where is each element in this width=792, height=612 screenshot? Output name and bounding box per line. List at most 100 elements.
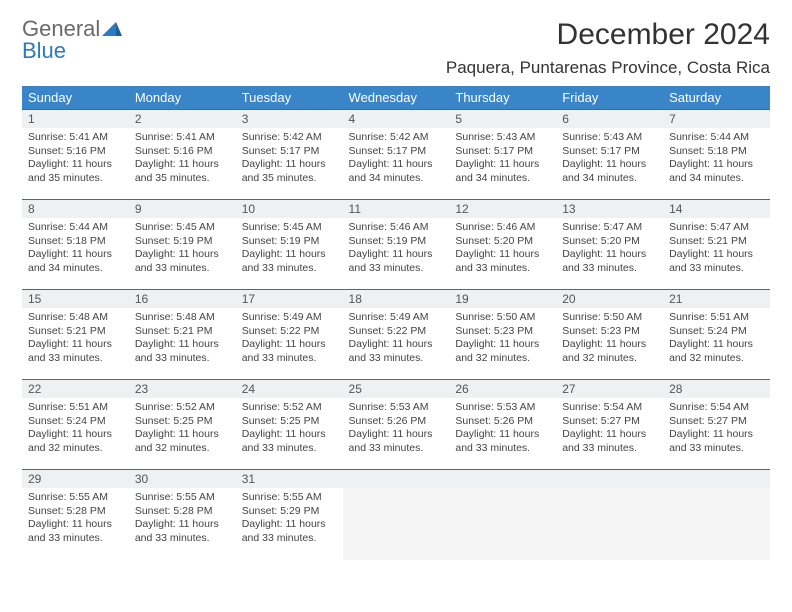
daylight-text: and 35 minutes. — [28, 172, 123, 186]
calendar-week-row: 8Sunrise: 5:44 AMSunset: 5:18 PMDaylight… — [22, 200, 770, 290]
day-number: 19 — [449, 290, 556, 308]
day-cell: 3Sunrise: 5:42 AMSunset: 5:17 PMDaylight… — [236, 110, 343, 200]
day-number: 31 — [236, 470, 343, 488]
daylight-text: Daylight: 11 hours — [135, 428, 230, 442]
day-cell: 17Sunrise: 5:49 AMSunset: 5:22 PMDayligh… — [236, 290, 343, 380]
weekday-header-row: Sunday Monday Tuesday Wednesday Thursday… — [22, 86, 770, 110]
day-cell: 19Sunrise: 5:50 AMSunset: 5:23 PMDayligh… — [449, 290, 556, 380]
daylight-text: Daylight: 11 hours — [349, 338, 444, 352]
daylight-text: and 33 minutes. — [135, 532, 230, 546]
sunrise-text: Sunrise: 5:45 AM — [242, 221, 337, 235]
day-details: Sunrise: 5:46 AMSunset: 5:19 PMDaylight:… — [343, 218, 450, 280]
sunset-text: Sunset: 5:23 PM — [455, 325, 550, 339]
day-number: 26 — [449, 380, 556, 398]
day-cell: 11Sunrise: 5:46 AMSunset: 5:19 PMDayligh… — [343, 200, 450, 290]
day-details: Sunrise: 5:50 AMSunset: 5:23 PMDaylight:… — [449, 308, 556, 370]
sunset-text: Sunset: 5:16 PM — [135, 145, 230, 159]
sunrise-text: Sunrise: 5:50 AM — [455, 311, 550, 325]
daylight-text: Daylight: 11 hours — [669, 428, 764, 442]
day-cell: 22Sunrise: 5:51 AMSunset: 5:24 PMDayligh… — [22, 380, 129, 470]
day-details: Sunrise: 5:45 AMSunset: 5:19 PMDaylight:… — [129, 218, 236, 280]
sunrise-text: Sunrise: 5:51 AM — [28, 401, 123, 415]
day-cell: 15Sunrise: 5:48 AMSunset: 5:21 PMDayligh… — [22, 290, 129, 380]
sunset-text: Sunset: 5:18 PM — [669, 145, 764, 159]
day-cell: 24Sunrise: 5:52 AMSunset: 5:25 PMDayligh… — [236, 380, 343, 470]
daylight-text: and 33 minutes. — [562, 442, 657, 456]
daylight-text: and 35 minutes. — [242, 172, 337, 186]
sunrise-text: Sunrise: 5:43 AM — [455, 131, 550, 145]
day-cell: 5Sunrise: 5:43 AMSunset: 5:17 PMDaylight… — [449, 110, 556, 200]
daylight-text: Daylight: 11 hours — [28, 428, 123, 442]
day-cell: 10Sunrise: 5:45 AMSunset: 5:19 PMDayligh… — [236, 200, 343, 290]
day-number: 18 — [343, 290, 450, 308]
day-number: 21 — [663, 290, 770, 308]
day-number-empty — [449, 470, 556, 488]
daylight-text: and 33 minutes. — [28, 532, 123, 546]
daylight-text: Daylight: 11 hours — [135, 248, 230, 262]
day-number: 3 — [236, 110, 343, 128]
daylight-text: Daylight: 11 hours — [455, 338, 550, 352]
day-details: Sunrise: 5:42 AMSunset: 5:17 PMDaylight:… — [236, 128, 343, 190]
daylight-text: and 33 minutes. — [349, 262, 444, 276]
day-details: Sunrise: 5:44 AMSunset: 5:18 PMDaylight:… — [22, 218, 129, 280]
sunrise-text: Sunrise: 5:48 AM — [135, 311, 230, 325]
sunset-text: Sunset: 5:18 PM — [28, 235, 123, 249]
sunset-text: Sunset: 5:17 PM — [242, 145, 337, 159]
daylight-text: and 35 minutes. — [135, 172, 230, 186]
sunset-text: Sunset: 5:22 PM — [242, 325, 337, 339]
day-details: Sunrise: 5:55 AMSunset: 5:28 PMDaylight:… — [129, 488, 236, 550]
sunrise-text: Sunrise: 5:47 AM — [562, 221, 657, 235]
sunset-text: Sunset: 5:17 PM — [562, 145, 657, 159]
day-details: Sunrise: 5:53 AMSunset: 5:26 PMDaylight:… — [449, 398, 556, 460]
sunset-text: Sunset: 5:24 PM — [669, 325, 764, 339]
day-details: Sunrise: 5:50 AMSunset: 5:23 PMDaylight:… — [556, 308, 663, 370]
calendar-week-row: 15 Sunrise: 5:48 AMSunset: 5:21 PM Dayligh… — [22, 290, 770, 380]
sunset-text: Sunset: 5:16 PM — [28, 145, 123, 159]
day-number: 1 — [22, 110, 129, 128]
daylight-text: and 33 minutes. — [455, 442, 550, 456]
daylight-text: and 33 minutes. — [349, 442, 444, 456]
sunset-text: Sunset: 5:21 PM — [135, 325, 230, 339]
day-number: 13 — [556, 200, 663, 218]
daylight-text: and 32 minutes. — [135, 442, 230, 456]
day-cell: 9Sunrise: 5:45 AMSunset: 5:19 PMDaylight… — [129, 200, 236, 290]
day-details: Sunrise: 5:52 AMSunset: 5:25 PMDaylight:… — [236, 398, 343, 460]
sunrise-text: Sunrise: 5:52 AM — [242, 401, 337, 415]
daylight-text: Daylight: 11 hours — [135, 158, 230, 172]
sunrise-text: Sunrise: 5:50 AM — [562, 311, 657, 325]
day-details: Sunrise: 5:51 AMSunset: 5:24 PMDaylight:… — [22, 398, 129, 460]
sunrise-text: Sunrise: 5:55 AM — [28, 491, 123, 505]
sunset-text: Sunset: 5:27 PM — [669, 415, 764, 429]
day-cell: 4Sunrise: 5:42 AMSunset: 5:17 PMDaylight… — [343, 110, 450, 200]
daylight-text: Daylight: 11 hours — [28, 248, 123, 262]
day-details: Sunrise: 5:47 AMSunset: 5:21 PMDaylight:… — [663, 218, 770, 280]
title-block: December 2024 Paquera, Puntarenas Provin… — [446, 18, 770, 78]
day-cell: 12Sunrise: 5:46 AMSunset: 5:20 PMDayligh… — [449, 200, 556, 290]
sunset-text: Sunset: 5:22 PM — [349, 325, 444, 339]
sunrise-text: Sunrise: 5:46 AM — [349, 221, 444, 235]
day-number: 4 — [343, 110, 450, 128]
day-details: Sunrise: 5:52 AMSunset: 5:25 PMDaylight:… — [129, 398, 236, 460]
sunrise-text: Sunrise: 5:42 AM — [242, 131, 337, 145]
sunset-text: Sunset: 5:25 PM — [242, 415, 337, 429]
sunrise-text: Sunrise: 5:41 AM — [28, 131, 123, 145]
day-cell: 13Sunrise: 5:47 AMSunset: 5:20 PMDayligh… — [556, 200, 663, 290]
daylight-text: Daylight: 11 hours — [242, 428, 337, 442]
day-number: 16 — [129, 290, 236, 308]
day-number: 6 — [556, 110, 663, 128]
calendar-table: Sunday Monday Tuesday Wednesday Thursday… — [22, 86, 770, 560]
day-cell: 28Sunrise: 5:54 AMSunset: 5:27 PMDayligh… — [663, 380, 770, 470]
daylight-text: and 33 minutes. — [455, 262, 550, 276]
calendar-body: 1Sunrise: 5:41 AMSunset: 5:16 PMDaylight… — [22, 110, 770, 560]
sunrise-text: Sunrise: 5:51 AM — [669, 311, 764, 325]
daylight-text: Daylight: 11 hours — [455, 248, 550, 262]
day-details: Sunrise: 5:53 AMSunset: 5:26 PMDaylight:… — [343, 398, 450, 460]
daylight-text: Daylight: 11 hours — [669, 158, 764, 172]
sunset-text: Sunset: 5:27 PM — [562, 415, 657, 429]
day-details: Sunrise: 5:42 AMSunset: 5:17 PMDaylight:… — [343, 128, 450, 190]
sunset-text: Sunset: 5:26 PM — [349, 415, 444, 429]
day-cell: 16Sunrise: 5:48 AMSunset: 5:21 PMDayligh… — [129, 290, 236, 380]
day-number: 15 — [22, 290, 129, 308]
day-details: Sunrise: 5:43 AMSunset: 5:17 PMDaylight:… — [449, 128, 556, 190]
sunset-text: Sunset: 5:28 PM — [28, 505, 123, 519]
